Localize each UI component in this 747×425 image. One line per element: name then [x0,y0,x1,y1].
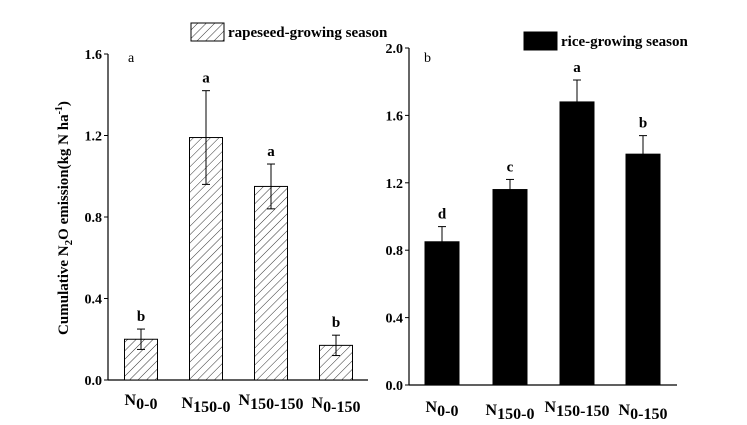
bar [559,101,595,386]
bar [424,241,460,386]
bar [625,153,661,386]
y-tick-label: 0.4 [85,293,103,308]
x-tick-label: N150-150 [239,392,304,413]
x-tick-label: N150-0 [182,395,231,416]
legend-label: rice-growing season [561,34,688,50]
panel-b-rice: 0.0 0.4 0.8 1.2 1.6 2.0 d N0-0 c N150-0 a N150-150 b… [386,31,688,423]
legend-swatch [523,31,558,51]
panel-label: a [128,51,135,66]
y-tick-label: 0.0 [386,379,404,394]
y-tick-label: 1.2 [85,130,103,145]
legend-swatch [190,22,225,42]
y-tick-label: 1.6 [386,109,404,124]
y-tick-label: 1.6 [85,48,103,63]
y-tick-label: 0.8 [386,244,404,259]
bar [254,185,288,381]
panel-label: b [424,51,431,66]
significance-letter: c [507,159,514,175]
significance-letter: b [639,116,647,132]
x-tick-label: N150-0 [486,402,535,423]
y-tick-label: 0.8 [85,211,103,226]
y-tick-label: 0.0 [85,374,103,389]
panel-a-rapeseed: 0.0 0.4 0.8 1.2 1.6 b N0-0 a N150-0 a N150-150 b N0-… [85,22,388,416]
bar [492,189,528,386]
x-tick-label: N0-0 [426,399,459,420]
y-axis-label: Cumulative N2O emission(kg N ha-1) [54,101,75,335]
significance-letter: a [267,144,275,160]
legend-label: rapeseed-growing season [228,25,388,41]
significance-letter: b [137,309,145,325]
x-tick-label: N0-150 [619,402,668,423]
x-tick-label: N0-0 [125,392,158,413]
x-tick-label: N150-150 [545,399,610,420]
y-tick-label: 0.4 [386,312,404,327]
significance-letter: d [438,207,447,223]
y-tick-label: 1.2 [386,177,404,192]
y-tick-label: 2.0 [386,42,404,57]
significance-letter: a [202,71,210,87]
x-tick-label: N0-150 [312,395,361,416]
significance-letter: b [332,315,340,331]
bar [319,344,353,381]
significance-letter: a [573,60,581,76]
